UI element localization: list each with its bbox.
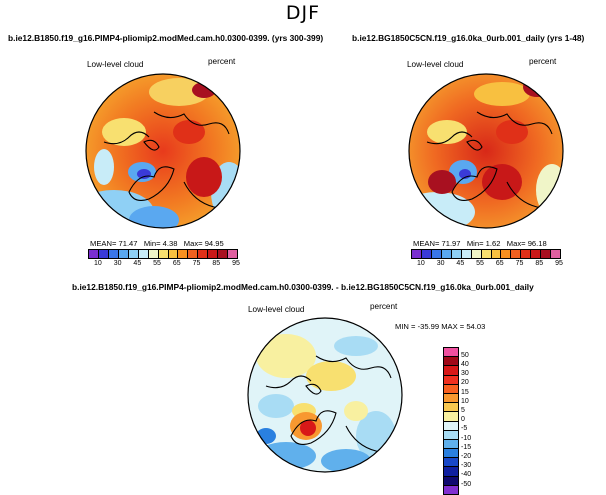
colorbar-swatch [451, 250, 462, 258]
colorbar-tick-label: 85 [535, 260, 544, 267]
colorbar-swatch [431, 250, 442, 258]
colorbar-tick-label: 75 [192, 260, 201, 267]
colorbar-swatch [89, 250, 99, 258]
panel3-stats: MIN = -35.99 MAX = 54.03 [395, 322, 486, 331]
colorbar-swatch [444, 393, 458, 404]
panel1-variable-label: Low-level cloud [87, 60, 144, 69]
colorbar-tick-label: -50 [461, 480, 472, 488]
colorbar-swatch [168, 250, 179, 258]
colorbar-swatch [444, 357, 458, 367]
colorbar-swatch [444, 458, 458, 468]
colorbar-tick-label: 95 [232, 260, 240, 267]
colorbar-tick-label: 15 [461, 388, 469, 396]
colorbar-tick-label: 10 [416, 260, 425, 267]
colorbar-tick-label: 5 [461, 406, 465, 414]
colorbar-tick-label: -20 [461, 452, 472, 460]
colorbar-tick-label: 10 [93, 260, 102, 267]
colorbar-tick-label: -10 [461, 434, 472, 442]
colorbar-swatch [444, 384, 458, 394]
colorbar-swatch [444, 375, 458, 385]
panel2-stats: MEAN= 71.97 Min= 1.62 Max= 96.18 [413, 239, 547, 248]
panel2-colorbar [411, 249, 561, 259]
colorbar-tick-label: 40 [461, 360, 469, 368]
colorbar-swatch [471, 250, 482, 258]
colorbar-swatch [481, 250, 492, 258]
colorbar-swatch [444, 467, 458, 477]
colorbar-swatch [128, 250, 139, 258]
colorbar-swatch [444, 449, 458, 459]
page-title: DJF [285, 2, 321, 24]
panel1-colorbar [88, 249, 238, 259]
colorbar-swatch [441, 250, 452, 258]
panel2-case-title: b.ie12.BG1850C5CN.f19_g16.0ka_0urb.001_d… [352, 33, 585, 43]
panel3-units-label: percent [370, 302, 398, 311]
colorbar-swatch [178, 250, 189, 258]
colorbar-swatch [551, 250, 561, 258]
colorbar-swatch [138, 250, 149, 258]
colorbar-swatch [108, 250, 119, 258]
colorbar-tick-label: 75 [515, 260, 524, 267]
colorbar-swatch [444, 412, 458, 422]
colorbar-tick-label: 30 [461, 370, 469, 378]
panel2-variable-label: Low-level cloud [407, 60, 464, 69]
panel2-polar-map [408, 73, 564, 229]
colorbar-swatch [188, 250, 199, 258]
panel1-stats: MEAN= 71.47 Min= 4.38 Max= 94.95 [90, 239, 224, 248]
colorbar-swatch [421, 250, 432, 258]
colorbar-swatch [541, 250, 552, 258]
colorbar-tick-label: 85 [212, 260, 221, 267]
colorbar-swatch [461, 250, 472, 258]
colorbar-tick-label: 55 [153, 260, 161, 267]
panel3-case-title: b.ie12.B1850.f19_g16.PIMP4-pliomip2.modM… [72, 282, 534, 292]
colorbar-tick-label: 45 [456, 260, 465, 267]
colorbar-swatch [444, 403, 458, 413]
colorbar-tick-label: -15 [461, 443, 472, 451]
colorbar-swatch [531, 250, 542, 258]
colorbar-tick-label: 30 [113, 260, 122, 267]
colorbar-tick-label: 30 [436, 260, 445, 267]
colorbar-swatch [98, 250, 109, 258]
colorbar-swatch [444, 421, 458, 431]
colorbar-tick-label: 45 [133, 260, 142, 267]
colorbar-swatch [148, 250, 159, 258]
colorbar-tick-label: -40 [461, 471, 472, 479]
colorbar-tick-label: 65 [495, 260, 504, 267]
colorbar-swatch [444, 476, 458, 486]
colorbar-swatch [158, 250, 169, 258]
colorbar-tick-label: 0 [461, 416, 465, 424]
colorbar-tick-label: -30 [461, 462, 472, 470]
colorbar-swatch [228, 250, 238, 258]
colorbar-tick-label: 20 [461, 379, 469, 387]
colorbar-swatch [491, 250, 502, 258]
colorbar-tick-label: 55 [476, 260, 484, 267]
panel3-colorbar [443, 347, 459, 495]
panel1-units-label: percent [208, 57, 236, 66]
colorbar-swatch [444, 366, 458, 376]
colorbar-swatch [444, 485, 458, 494]
colorbar-tick-label: 50 [461, 351, 469, 359]
panel3-variable-label: Low-level cloud [248, 305, 305, 314]
panel1-case-title: b.ie12.B1850.f19_g16.PIMP4-pliomip2.modM… [8, 33, 324, 43]
colorbar-tick-label: 10 [461, 397, 469, 405]
colorbar-swatch [444, 439, 458, 450]
colorbar-tick-label: 65 [172, 260, 181, 267]
colorbar-swatch [501, 250, 512, 258]
panel1-polar-map [85, 73, 241, 229]
panel3-difference-polar-map [247, 317, 403, 473]
colorbar-swatch [511, 250, 522, 258]
colorbar-swatch [521, 250, 532, 258]
panel2-units-label: percent [529, 57, 557, 66]
colorbar-swatch [412, 250, 422, 258]
colorbar-tick-label: -5 [461, 425, 468, 433]
colorbar-tick-label: 95 [555, 260, 563, 267]
colorbar-swatch [208, 250, 219, 258]
colorbar-swatch [218, 250, 229, 258]
colorbar-swatch [198, 250, 209, 258]
colorbar-swatch [118, 250, 129, 258]
colorbar-swatch [444, 430, 458, 440]
colorbar-swatch [444, 348, 458, 358]
